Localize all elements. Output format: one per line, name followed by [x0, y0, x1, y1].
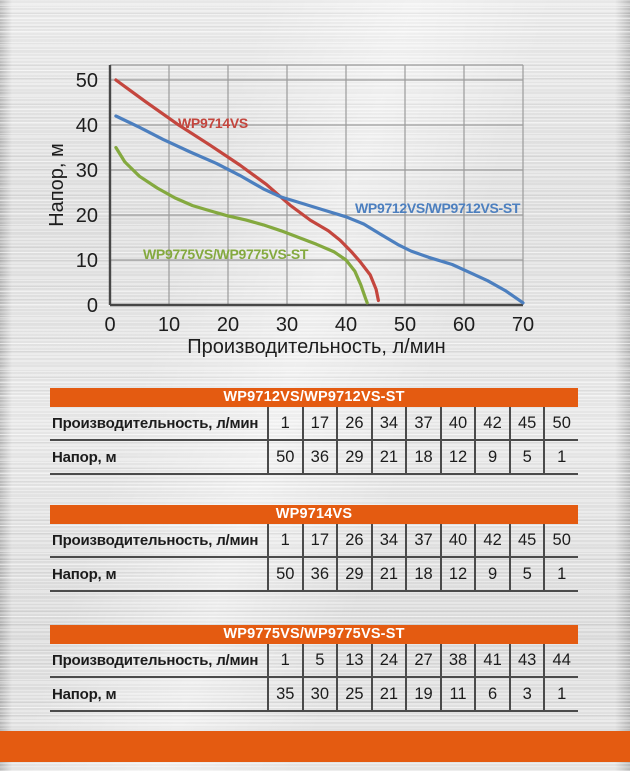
x-tick-label: 20 [217, 314, 239, 336]
value-cell: 9 [474, 441, 509, 475]
value-cell: 1 [267, 644, 302, 678]
value-cell: 37 [405, 524, 440, 558]
x-tick-label: 30 [276, 314, 298, 336]
value-cell: 21 [370, 678, 406, 712]
value-cell: 40 [439, 524, 475, 558]
value-cell: 17 [301, 524, 337, 558]
x-tick-label: 10 [158, 314, 180, 336]
value-cell: 26 [336, 407, 371, 441]
series-line-wp9714vs [114, 78, 380, 303]
value-cell: 43 [508, 644, 544, 678]
value-cell: 5 [508, 558, 544, 592]
y-tick-label: 0 [87, 295, 98, 317]
value-cell: 37 [405, 407, 440, 441]
value-cell: 5 [301, 644, 337, 678]
value-cell: 34 [370, 524, 406, 558]
series-label-wp9712vs/wp9712vs-st: WP9712VS/WP9712VS-ST [355, 200, 521, 216]
value-cell: 41 [474, 644, 509, 678]
value-cell: 12 [439, 441, 475, 475]
series-line-wp9775vs/wp9775vs-st [114, 145, 369, 305]
spec-table-wp9714vs: WP9714VS Производительность, л/мин 1 17 26 34… [50, 505, 578, 592]
y-tick-label: 40 [76, 115, 98, 137]
value-cell: 29 [336, 441, 371, 475]
value-cell: 30 [301, 678, 337, 712]
row-label: Производительность, л/мин [50, 524, 267, 558]
bottom-accent-bar [0, 731, 630, 762]
x-tick-label: 60 [453, 314, 475, 336]
value-cell: 36 [301, 441, 337, 475]
value-cell: 38 [439, 644, 475, 678]
row-label: Производительность, л/мин [50, 407, 267, 441]
value-cell: 17 [301, 407, 337, 441]
row-label: Напор, м [50, 558, 267, 592]
value-cell: 45 [508, 524, 544, 558]
row-label: Напор, м [50, 678, 267, 712]
value-cell: 1 [543, 678, 578, 712]
x-tick-label: 0 [104, 314, 115, 336]
series-line-wp9712vs/wp9712vs-st [114, 114, 525, 305]
value-cell: 50 [267, 558, 302, 592]
value-cell: 13 [336, 644, 371, 678]
value-cell: 29 [336, 558, 371, 592]
value-cell: 40 [439, 407, 475, 441]
value-cell: 3 [508, 678, 544, 712]
x-tick-label: 70 [512, 314, 534, 336]
spec-table-wp9775vs/wp9775vs-st: WP9775VS/WP9775VS-ST Производительность, … [50, 625, 578, 712]
value-cell: 1 [267, 524, 302, 558]
x-tick-label: 50 [394, 314, 416, 336]
value-cell: 21 [370, 558, 406, 592]
value-cell: 50 [543, 524, 578, 558]
value-cell: 6 [474, 678, 509, 712]
value-cell: 45 [508, 407, 544, 441]
value-cell: 42 [474, 407, 509, 441]
value-cell: 18 [405, 441, 440, 475]
y-tick-label: 20 [76, 205, 98, 227]
value-cell: 50 [543, 407, 578, 441]
y-axis-title: Напор, м [46, 143, 68, 227]
x-tick-label: 40 [335, 314, 357, 336]
table-body: Производительность, л/мин 1 17 26 34 37 40 42 45… [50, 407, 578, 475]
table-title: WP9712VS/WP9712VS-ST [50, 388, 578, 407]
row-label: Производительность, л/мин [50, 644, 267, 678]
value-cell: 1 [543, 558, 578, 592]
y-tick-label: 50 [76, 70, 98, 92]
table-title: WP9714VS [50, 505, 578, 524]
value-cell: 19 [405, 678, 440, 712]
pump-performance-chart: 0 10 20 30 40 50 60 70 0 10 20 30 40 50 WP9714VS WP9712… [76, 64, 534, 336]
value-cell: 25 [336, 678, 371, 712]
value-cell: 42 [474, 524, 509, 558]
series-label-wp9714vs: WP9714VS [178, 115, 248, 131]
value-cell: 21 [370, 441, 406, 475]
value-cell: 34 [370, 407, 406, 441]
value-cell: 12 [439, 558, 475, 592]
y-tick-label: 30 [76, 160, 98, 182]
table-body: Производительность, л/мин 1 5 13 24 27 38 41 43 4… [50, 644, 578, 712]
value-cell: 11 [439, 678, 475, 712]
value-cell: 9 [474, 558, 509, 592]
table-body: Производительность, л/мин 1 17 26 34 37 40 42 45… [50, 524, 578, 592]
value-cell: 50 [267, 441, 302, 475]
spec-table-wp9712vs/wp9712vs-st: WP9712VS/WP9712VS-ST Производительность, … [50, 388, 578, 475]
value-cell: 24 [370, 644, 406, 678]
value-cell: 36 [301, 558, 337, 592]
row-label: Напор, м [50, 441, 267, 475]
value-cell: 1 [543, 441, 578, 475]
value-cell: 1 [267, 407, 302, 441]
value-cell: 26 [336, 524, 371, 558]
value-cell: 35 [267, 678, 302, 712]
value-cell: 5 [508, 441, 544, 475]
y-tick-label: 10 [76, 250, 98, 272]
x-axis-title: Производительность, л/мин [187, 336, 446, 358]
value-cell: 44 [543, 644, 578, 678]
value-cell: 18 [405, 558, 440, 592]
series-label-wp9775vs/wp9775vs-st: WP9775VS/WP9775VS-ST [143, 246, 309, 262]
table-title: WP9775VS/WP9775VS-ST [50, 625, 578, 644]
value-cell: 27 [405, 644, 440, 678]
